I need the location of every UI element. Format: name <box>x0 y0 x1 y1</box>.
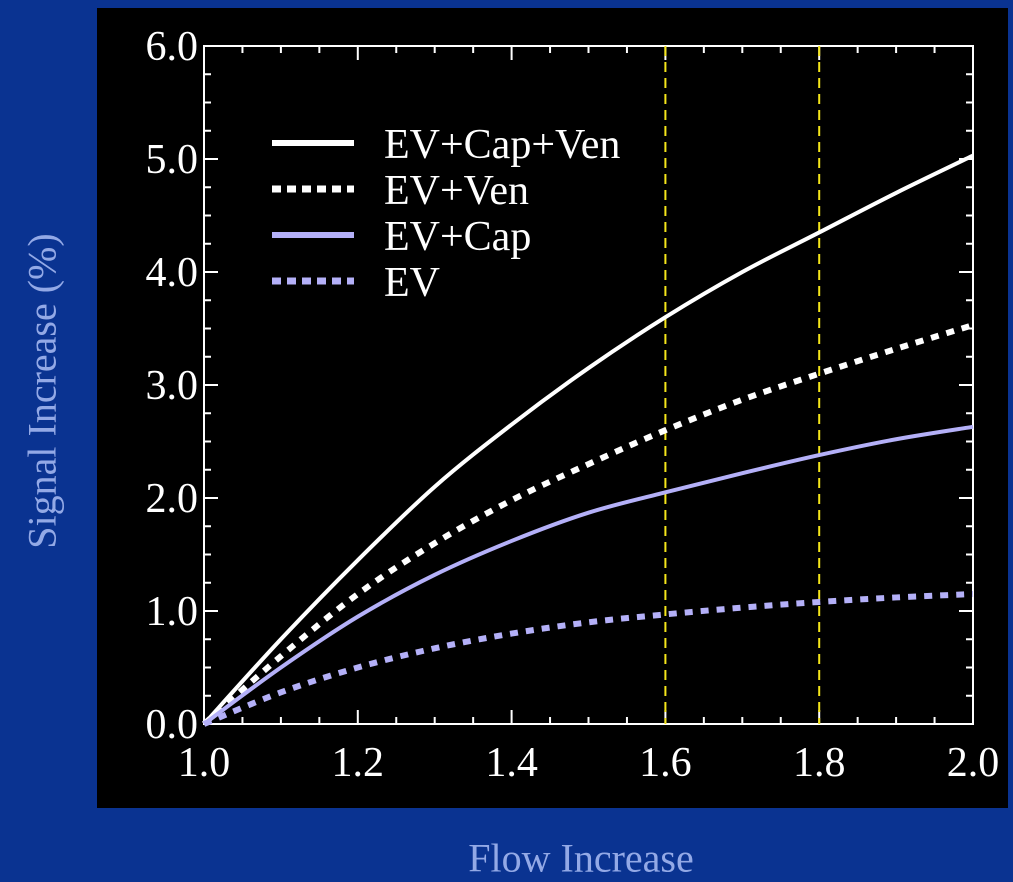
y-tick-label: 0.0 <box>146 702 199 748</box>
y-tick-label: 2.0 <box>146 476 199 522</box>
y-tick-label: 4.0 <box>146 250 199 296</box>
series-line-3 <box>202 591 974 727</box>
x-tick-label: 1.2 <box>332 740 385 786</box>
x-tick-label: 2.0 <box>947 740 1000 786</box>
legend-label-0: EV+Cap+Ven <box>384 122 620 168</box>
x-tick-label: 1.4 <box>485 740 538 786</box>
legend-label-2: EV+Cap <box>384 214 531 260</box>
y-tick-label: 6.0 <box>146 24 199 70</box>
legend-label-1: EV+Ven <box>384 168 529 214</box>
legend-label-3: EV <box>384 260 440 306</box>
series-line-0 <box>202 153 974 726</box>
x-tick-label: 1.8 <box>793 740 846 786</box>
y-tick-label: 5.0 <box>146 137 199 183</box>
x-tick-label: 1.0 <box>178 740 231 786</box>
y-tick-label: 1.0 <box>146 589 199 635</box>
x-tick-label: 1.6 <box>639 740 692 786</box>
y-axis-title: Signal Increase (%) <box>19 233 65 549</box>
x-axis-title: Flow Increase <box>468 835 694 881</box>
series-line-2 <box>202 424 974 726</box>
series-line-1 <box>202 322 974 727</box>
y-tick-label: 3.0 <box>146 363 199 409</box>
